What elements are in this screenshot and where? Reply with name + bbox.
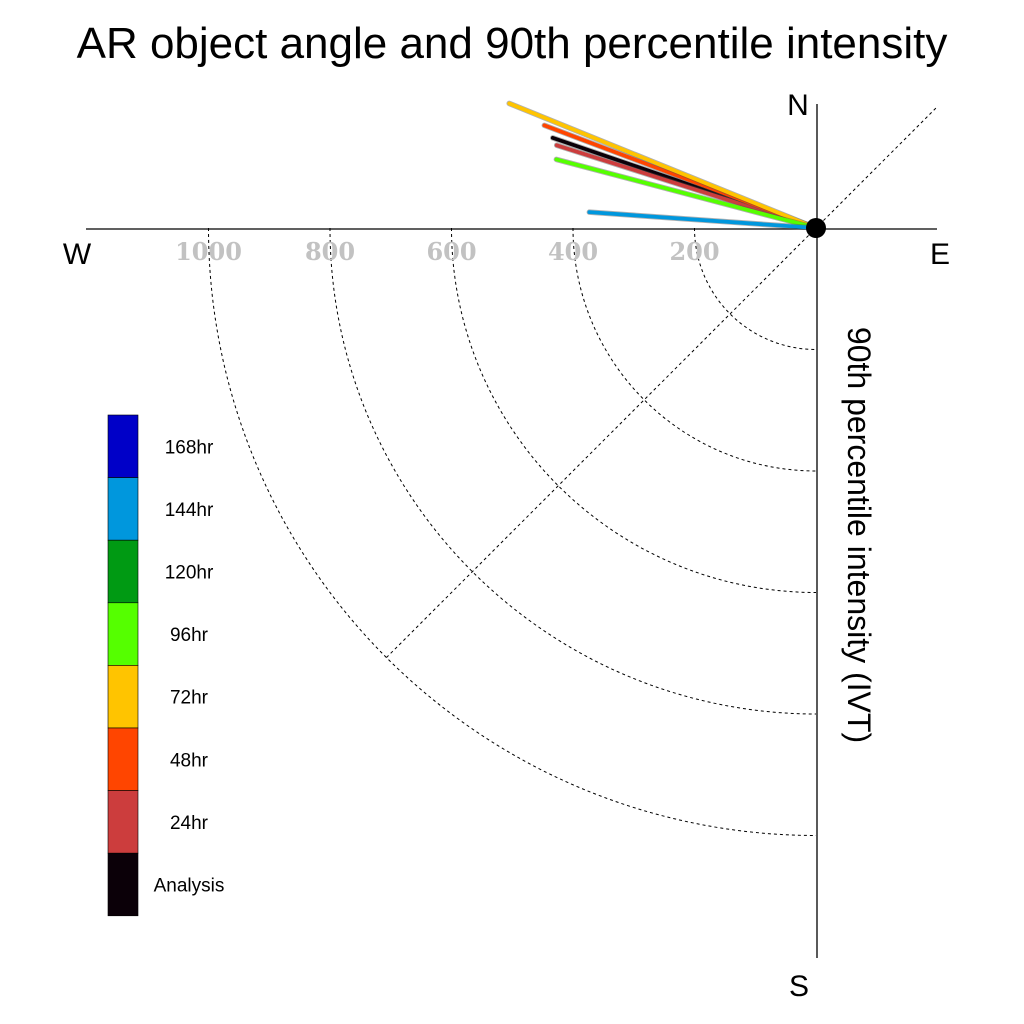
legend-label: 72hr [170, 688, 209, 709]
legend-swatch [107, 602, 139, 666]
legend-swatch [107, 414, 139, 478]
legend-label: 96hr [170, 625, 209, 646]
diagonal-guide [386, 105, 939, 658]
origin-point [806, 218, 826, 238]
tick-label: 1000 [175, 237, 242, 266]
series-line [507, 101, 818, 230]
legend-swatch [107, 727, 139, 791]
series-lines [506, 100, 819, 231]
legend-swatch [107, 665, 139, 729]
tick-label: 200 [669, 237, 719, 266]
grid [208, 105, 939, 836]
chart-title: AR object angle and 90th percentile inte… [77, 19, 948, 68]
legend-label: 144hr [165, 500, 214, 521]
series-line [554, 157, 818, 230]
tick-label: 800 [305, 237, 355, 266]
legend-swatch [107, 790, 139, 854]
series-line [554, 143, 818, 230]
west-label: W [63, 238, 92, 271]
legend-label: 120hr [165, 563, 214, 584]
y-axis-label: 90th percentile intensity (IVT) [841, 327, 877, 743]
legend-swatch [107, 852, 139, 917]
legend-label: 168hr [165, 437, 214, 458]
legend-label: 24hr [170, 813, 209, 834]
grid-ring [694, 227, 817, 350]
legend-label: 48hr [170, 750, 209, 771]
grid-ring [451, 227, 817, 593]
legend: 168hr 144hr 120hr 96hr 72hr 48hr 24hr Analysis [107, 414, 225, 917]
east-label: E [930, 238, 950, 271]
grid-ring [329, 227, 817, 715]
grid-ring [208, 227, 817, 836]
grid-ring [572, 227, 817, 472]
legend-label: Analysis [154, 876, 225, 897]
legend-swatch [107, 477, 139, 541]
south-label: S [789, 970, 809, 1003]
north-label: N [787, 89, 809, 122]
legend-swatch [107, 539, 139, 604]
tick-labels: 1000 800 600 400 200 [175, 237, 719, 266]
tick-label: 400 [548, 237, 598, 266]
series-line [587, 210, 818, 230]
tick-label: 600 [426, 237, 476, 266]
